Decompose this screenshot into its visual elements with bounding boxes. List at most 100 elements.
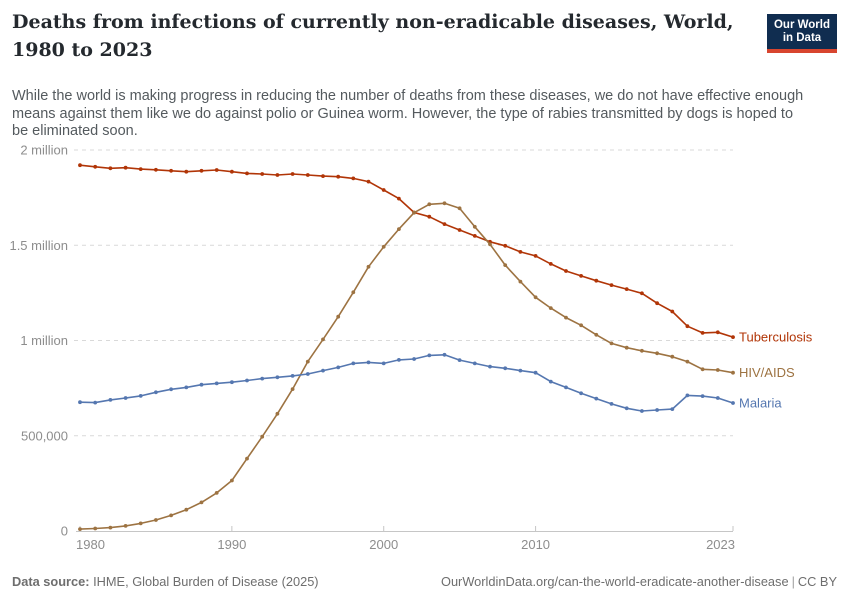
data-point: [336, 174, 341, 179]
data-point: [457, 358, 462, 362]
canonical-link[interactable]: OurWorldinData.org/can-the-world-eradica…: [440, 574, 789, 589]
owid-logo[interactable]: Our World in Data: [767, 14, 837, 53]
data-point: [685, 393, 690, 398]
data-point: [214, 381, 219, 386]
data-point: [336, 314, 341, 319]
data-point: [579, 274, 583, 278]
data-point: [138, 521, 143, 526]
data-point: [548, 379, 553, 384]
data-point: [533, 295, 538, 300]
data-source-label: Data source:: [12, 574, 90, 589]
data-point: [640, 291, 644, 296]
data-point: [321, 174, 325, 178]
data-point: [640, 348, 644, 353]
data-point: [169, 513, 174, 518]
chart-title: Deaths from infections of currently non-…: [12, 8, 734, 64]
license-cc-by[interactable]: CC BY: [797, 574, 837, 589]
data-point: [123, 524, 128, 528]
title-line-2: 1980 to 2023: [12, 39, 153, 61]
title-line-1: Deaths from infections of currently non-…: [12, 11, 734, 33]
data-point: [123, 396, 128, 400]
data-point: [381, 188, 386, 192]
data-point: [427, 202, 432, 207]
data-point: [731, 335, 735, 339]
x-tick-label: 2023: [706, 537, 735, 552]
data-point: [78, 163, 82, 168]
data-point: [457, 206, 462, 211]
data-point: [305, 359, 310, 364]
data-point: [321, 368, 325, 373]
data-point: [290, 172, 295, 176]
data-point: [548, 306, 553, 310]
data-point: [275, 375, 280, 380]
data-point: [624, 406, 629, 411]
data-point: [548, 262, 553, 266]
data-point: [199, 168, 204, 173]
data-point: [700, 331, 705, 335]
logo-text-line-1: Our World: [773, 19, 830, 31]
data-point: [427, 353, 432, 358]
data-point: [670, 309, 675, 314]
subtitle-line-1: While the world is making progress in re…: [12, 88, 804, 104]
data-point: [199, 382, 204, 387]
data-point: [397, 227, 401, 231]
data-point: [503, 243, 508, 248]
data-point: [93, 400, 98, 405]
data-point: [472, 361, 477, 366]
data-point: [594, 396, 599, 401]
subtitle-line-2: means against them like we do against po…: [12, 105, 794, 122]
data-point: [260, 376, 265, 381]
data-point: [518, 250, 523, 254]
series-line-tuberculosis[interactable]: [79, 164, 734, 338]
data-point: [138, 167, 143, 171]
data-point: [275, 173, 280, 177]
data-point: [685, 324, 690, 329]
data-point: [78, 527, 82, 531]
data-point: [199, 500, 204, 505]
data-point: [305, 173, 310, 177]
series-label-hiv-aids[interactable]: HIV/AIDS: [739, 365, 795, 380]
data-point: [594, 278, 599, 283]
data-point: [275, 411, 280, 416]
data-point: [715, 396, 720, 400]
data-point: [488, 364, 492, 369]
data-point: [397, 196, 401, 201]
series-label-tuberculosis[interactable]: Tuberculosis: [739, 330, 813, 345]
data-point: [214, 168, 219, 172]
y-tick-label: 1.5 million: [9, 238, 68, 253]
data-point: [609, 402, 614, 406]
y-tick-label: 500,000: [21, 428, 68, 443]
data-point: [518, 279, 523, 284]
data-point: [412, 210, 416, 215]
y-tick-label: 2 million: [20, 143, 68, 158]
data-point: [579, 391, 583, 396]
line-chart[interactable]: 0 500,000 1 million 1.5 million 2 million 198…: [0, 140, 850, 558]
data-point: [640, 409, 644, 413]
data-point: [351, 176, 356, 181]
data-point: [457, 228, 462, 232]
data-point: [427, 214, 432, 219]
data-point: [123, 165, 128, 170]
data-point: [290, 374, 295, 378]
data-point: [108, 525, 113, 530]
data-point: [351, 290, 356, 295]
data-point: [184, 507, 189, 512]
series-label-malaria[interactable]: Malaria: [739, 395, 782, 410]
data-point: [245, 171, 249, 176]
data-point: [351, 361, 356, 366]
series-line-malaria[interactable]: [79, 354, 734, 412]
data-point: [154, 518, 158, 522]
logo-text-line-2: in Data: [782, 32, 822, 44]
chart-footer: Data source: IHME, Global Burden of Dise…: [12, 574, 837, 590]
chart-subtitle: While the world is making progress in re…: [12, 88, 803, 141]
x-tick-label: 1980: [76, 537, 105, 552]
data-point: [154, 167, 158, 172]
series-line-hiv-aids[interactable]: [79, 202, 734, 530]
data-point: [138, 394, 143, 398]
data-point: [518, 368, 523, 373]
data-point: [78, 400, 82, 405]
data-point: [670, 407, 675, 411]
data-point: [564, 269, 568, 273]
data-point: [624, 345, 629, 350]
